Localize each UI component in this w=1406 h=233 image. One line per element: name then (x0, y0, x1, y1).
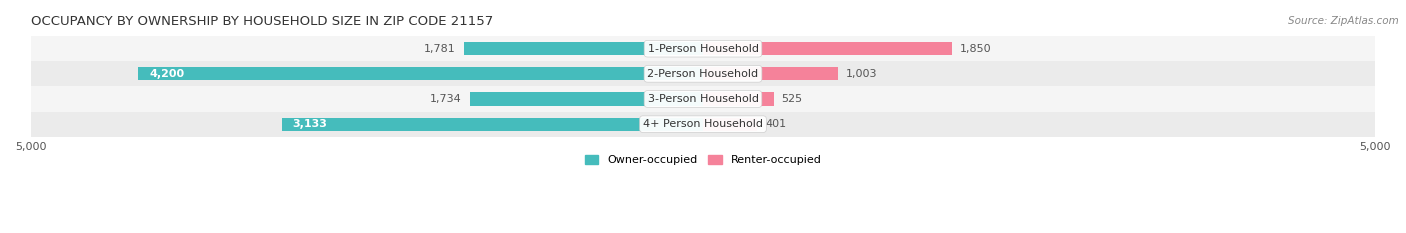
Text: 1,003: 1,003 (846, 69, 877, 79)
Text: 2-Person Household: 2-Person Household (647, 69, 759, 79)
Text: 1,850: 1,850 (960, 44, 991, 54)
Bar (703, 93, 773, 106)
Text: 4+ Person Household: 4+ Person Household (643, 119, 763, 129)
Bar (31, 112, 1375, 137)
Text: 1,781: 1,781 (423, 44, 456, 54)
Text: Source: ZipAtlas.com: Source: ZipAtlas.com (1288, 16, 1399, 26)
Text: 1-Person Household: 1-Person Household (648, 44, 758, 54)
Text: OCCUPANCY BY OWNERSHIP BY HOUSEHOLD SIZE IN ZIP CODE 21157: OCCUPANCY BY OWNERSHIP BY HOUSEHOLD SIZE… (31, 15, 494, 28)
Bar (703, 67, 838, 80)
Text: 1,734: 1,734 (430, 94, 461, 104)
Bar (703, 42, 952, 55)
Legend: Owner-occupied, Renter-occupied: Owner-occupied, Renter-occupied (581, 150, 825, 169)
Bar (464, 42, 703, 55)
Text: 525: 525 (782, 94, 803, 104)
Text: 4,200: 4,200 (149, 69, 184, 79)
Text: 3,133: 3,133 (292, 119, 328, 129)
Bar (31, 86, 1375, 112)
Bar (31, 36, 1375, 61)
Text: 3-Person Household: 3-Person Household (648, 94, 758, 104)
Bar (138, 67, 703, 80)
Bar (281, 118, 703, 131)
Bar (31, 61, 1375, 86)
Text: 401: 401 (765, 119, 786, 129)
Bar (703, 118, 756, 131)
Bar (470, 93, 703, 106)
